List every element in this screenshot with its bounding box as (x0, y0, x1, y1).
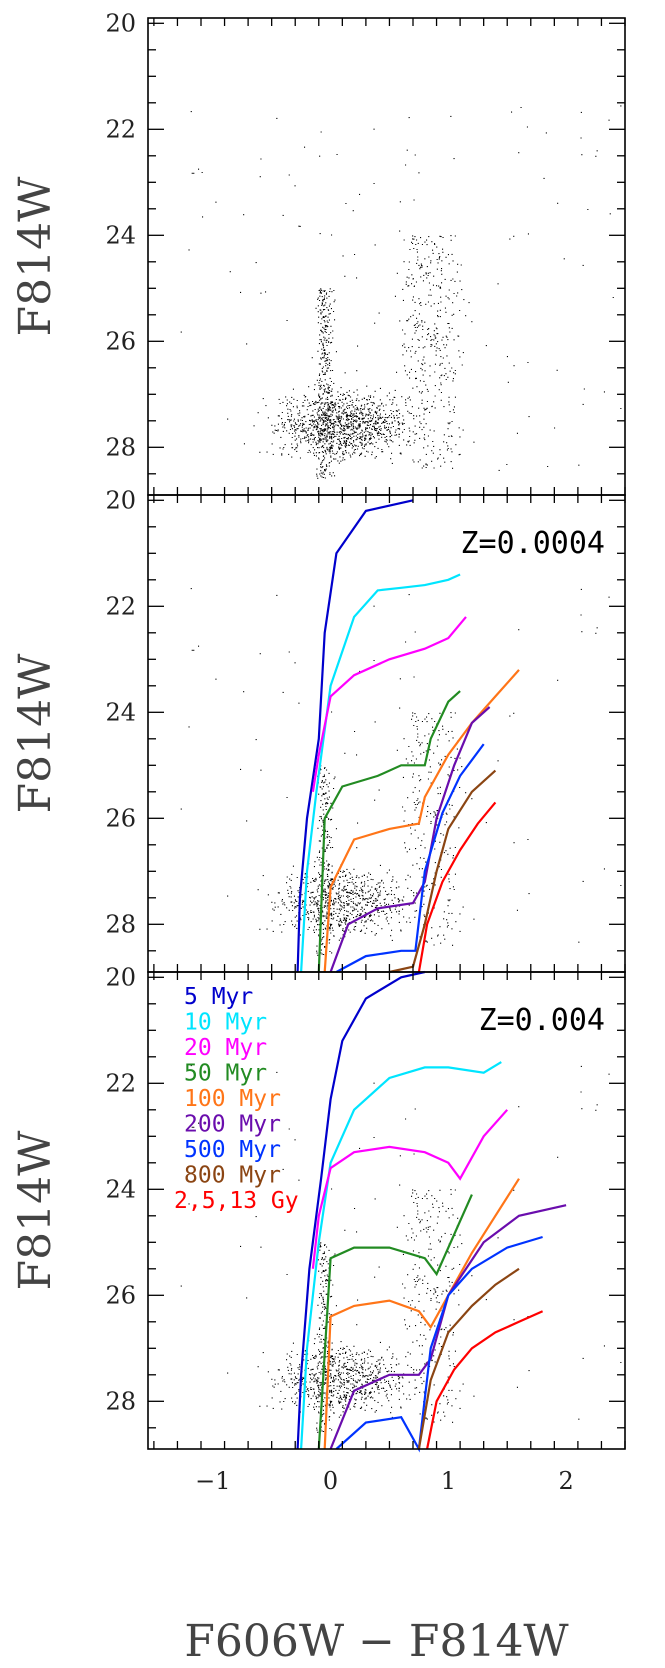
y-tick-label: 20 (105, 486, 136, 514)
y-tick-label: 20 (105, 963, 136, 991)
legend-entry: 2,5,13 Gy (174, 1188, 299, 1214)
legend-entry: 10 Myr (184, 1010, 267, 1036)
y-tick-label: 22 (105, 115, 136, 143)
y-axis-title: F814W (10, 1130, 61, 1291)
isochrone-line-1 (300, 573, 461, 973)
x-tick-label: 2 (558, 1467, 573, 1495)
y-axis-title: F814W (10, 653, 61, 814)
plot-frame (147, 971, 626, 1450)
x-tick-label: −1 (195, 1467, 230, 1495)
y-tick-label: 24 (105, 1175, 136, 1203)
y-tick-label: 24 (105, 698, 136, 726)
y-tick-label: 28 (105, 433, 136, 461)
legend-entry: 800 Myr (184, 1163, 281, 1189)
legend-entry: 100 Myr (184, 1086, 281, 1112)
star-scatter (180, 588, 622, 956)
legend-entry: 50 Myr (184, 1061, 267, 1087)
y-tick-label: 22 (105, 1069, 136, 1097)
isochrone-line-2 (311, 616, 467, 792)
plot-frame (147, 494, 626, 973)
metallicity-label: Z=0.0004 (461, 526, 606, 561)
isochrone-line-4 (323, 669, 520, 973)
isochrone-line-0 (296, 970, 426, 1450)
y-tick-label: 28 (105, 1387, 136, 1415)
y-tick-label: 24 (105, 221, 136, 249)
y-tick-label: 28 (105, 910, 136, 938)
x-axis-title: F606W − F814W (184, 1616, 569, 1667)
y-tick-label: 26 (105, 804, 136, 832)
y-tick-label: 20 (105, 9, 136, 37)
y-axis-title: F814W (10, 176, 61, 337)
isochrone-line-5 (329, 706, 491, 973)
star-scatter (180, 105, 622, 479)
isochrone-line-2 (311, 1109, 509, 1269)
panel-z0004: 20 22 24 26 28 F814W Z=0.0004 (10, 486, 626, 974)
isochrone-line-8 (417, 801, 497, 973)
metallicity-label: Z=0.004 (479, 1003, 605, 1038)
isochrone-line-0 (296, 499, 414, 973)
isochrone-line-8 (426, 1310, 544, 1450)
isochrone-line-5 (329, 1204, 567, 1450)
y-tick-label: 22 (105, 592, 136, 620)
star-scatter (180, 1065, 622, 1433)
panel-z004: 20 22 24 26 28 −1 0 1 2 F814W F606W − F814W Z=0.004… (10, 963, 626, 1667)
isochrone-line-4 (323, 1178, 520, 1450)
plot-frame (147, 17, 626, 496)
x-tick-label: 1 (441, 1467, 456, 1495)
isochrone-line-3 (317, 690, 461, 973)
y-tick-label: 26 (105, 327, 136, 355)
legend-entry: 200 Myr (184, 1112, 281, 1138)
legend-entry: 20 Myr (184, 1035, 267, 1061)
legend-entry: 500 Myr (184, 1137, 281, 1163)
isochrone-line-1 (300, 1061, 502, 1450)
isochrone-line-6 (335, 743, 485, 973)
isochrone-line-6 (335, 1235, 543, 1453)
isochrone-line-3 (317, 1194, 473, 1450)
y-tick-label: 26 (105, 1281, 136, 1309)
isochrone-line-7 (417, 1267, 520, 1450)
panel-observed: 20 22 24 26 28 F814W (10, 9, 626, 496)
legend-entry: 5 Myr (184, 984, 253, 1010)
x-tick-label: 0 (323, 1467, 338, 1495)
